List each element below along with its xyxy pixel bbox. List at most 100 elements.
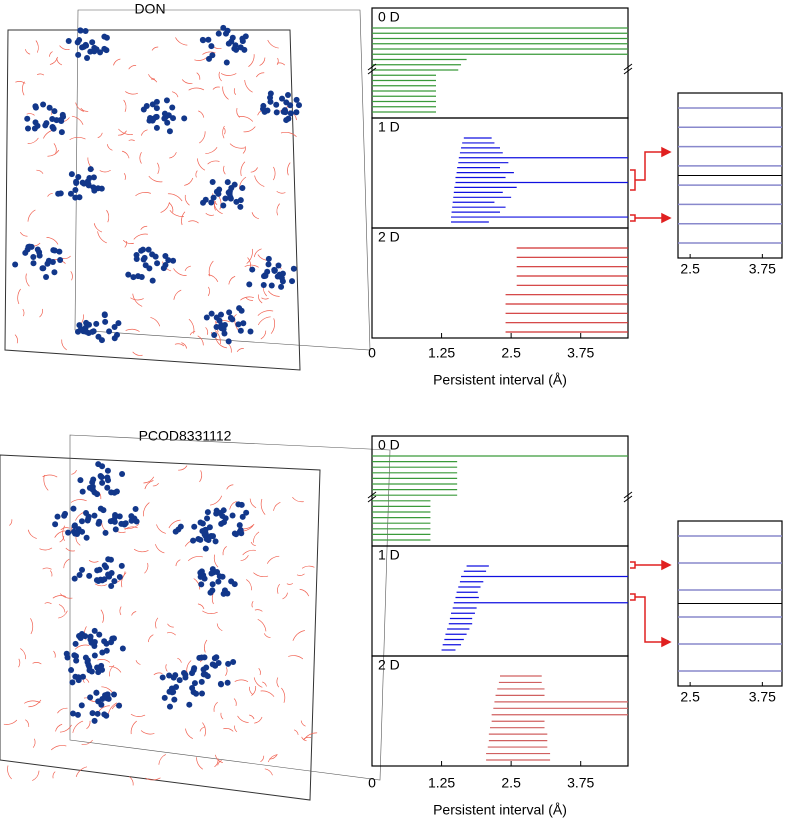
framework-bond (237, 715, 249, 723)
framework-bond (188, 556, 203, 562)
framework-bond (213, 701, 218, 712)
atom (58, 129, 65, 136)
atom (235, 321, 242, 328)
atom (87, 694, 94, 701)
atom (205, 36, 212, 43)
framework-bond (199, 470, 203, 483)
framework-bond (243, 126, 256, 133)
panel-label: 1 D (378, 119, 400, 135)
atom (222, 30, 229, 37)
framework-bond (113, 58, 121, 66)
framework-bond (57, 707, 68, 714)
atom (163, 97, 170, 104)
atom (55, 190, 62, 197)
cell-outline (0, 454, 321, 801)
framework-bond (22, 81, 25, 96)
atom (40, 101, 47, 108)
atom (31, 125, 38, 132)
framework-bond (218, 196, 222, 210)
framework-bond (216, 339, 227, 349)
atom (51, 269, 58, 276)
atom (233, 198, 240, 205)
framework-bond (288, 110, 297, 121)
framework-bond (158, 754, 166, 765)
atom (212, 538, 219, 545)
framework-bond (253, 248, 262, 258)
cell-outline (74, 9, 371, 351)
atom (105, 477, 112, 484)
framework-bond (93, 223, 103, 233)
framework-bond (140, 730, 155, 735)
atom (211, 332, 218, 339)
framework-bond (223, 728, 234, 732)
framework-bond (52, 595, 67, 599)
atom (204, 515, 211, 522)
atom (214, 568, 221, 575)
framework-bond (42, 474, 58, 478)
atom (49, 259, 56, 266)
framework-bond (300, 720, 306, 727)
framework-bond (249, 714, 255, 720)
framework-bond (131, 611, 137, 616)
framework-bond (195, 170, 198, 178)
atom (213, 324, 220, 331)
framework-bond (56, 57, 63, 66)
framework-bond (22, 308, 25, 317)
atom (105, 571, 112, 578)
framework-bond (262, 681, 267, 687)
atom (43, 274, 50, 281)
framework-bond (257, 619, 267, 632)
x-tick-label: 0 (368, 345, 376, 361)
atom (197, 519, 204, 526)
framework-bond (54, 530, 66, 538)
framework-bond (61, 339, 67, 351)
x-tick-label: 2.5 (501, 345, 521, 361)
atom (84, 659, 91, 666)
framework-bond (46, 237, 59, 245)
framework-bond (272, 166, 276, 181)
atom (204, 509, 211, 516)
atom (139, 246, 146, 253)
framework-bond (97, 231, 107, 244)
framework-bond (249, 498, 257, 508)
atom (293, 109, 300, 116)
bracket (630, 593, 665, 643)
atom (73, 180, 80, 187)
atom (162, 252, 169, 259)
atom (96, 518, 103, 525)
framework-bond (228, 275, 236, 285)
atom (99, 479, 106, 486)
atom (160, 265, 167, 272)
framework-bond (156, 524, 166, 534)
framework-bond (125, 91, 138, 95)
framework-bond (299, 588, 310, 597)
x-tick-label: 2.5 (501, 775, 521, 791)
framework-bond (205, 147, 218, 154)
framework-bond (184, 194, 190, 206)
atom (30, 254, 37, 261)
framework-bond (173, 268, 187, 276)
framework-bond (194, 56, 208, 61)
framework-bond (250, 167, 258, 173)
framework-bond (244, 264, 259, 268)
atom (278, 283, 285, 290)
structure-title: DON (134, 1, 165, 17)
framework-bond (177, 657, 182, 663)
atom (209, 52, 216, 59)
atom (149, 251, 156, 258)
atom (91, 48, 98, 55)
atom (91, 627, 98, 634)
atom (57, 257, 64, 264)
atom (275, 262, 282, 269)
atom (68, 667, 75, 674)
atom (240, 320, 247, 327)
framework-bond (286, 583, 294, 585)
framework-bond (128, 65, 137, 70)
framework-bond (196, 757, 204, 770)
bracket (630, 151, 665, 191)
framework-bond (42, 567, 52, 570)
atom (82, 27, 89, 34)
atom (213, 507, 220, 514)
framework-bond (35, 40, 39, 53)
